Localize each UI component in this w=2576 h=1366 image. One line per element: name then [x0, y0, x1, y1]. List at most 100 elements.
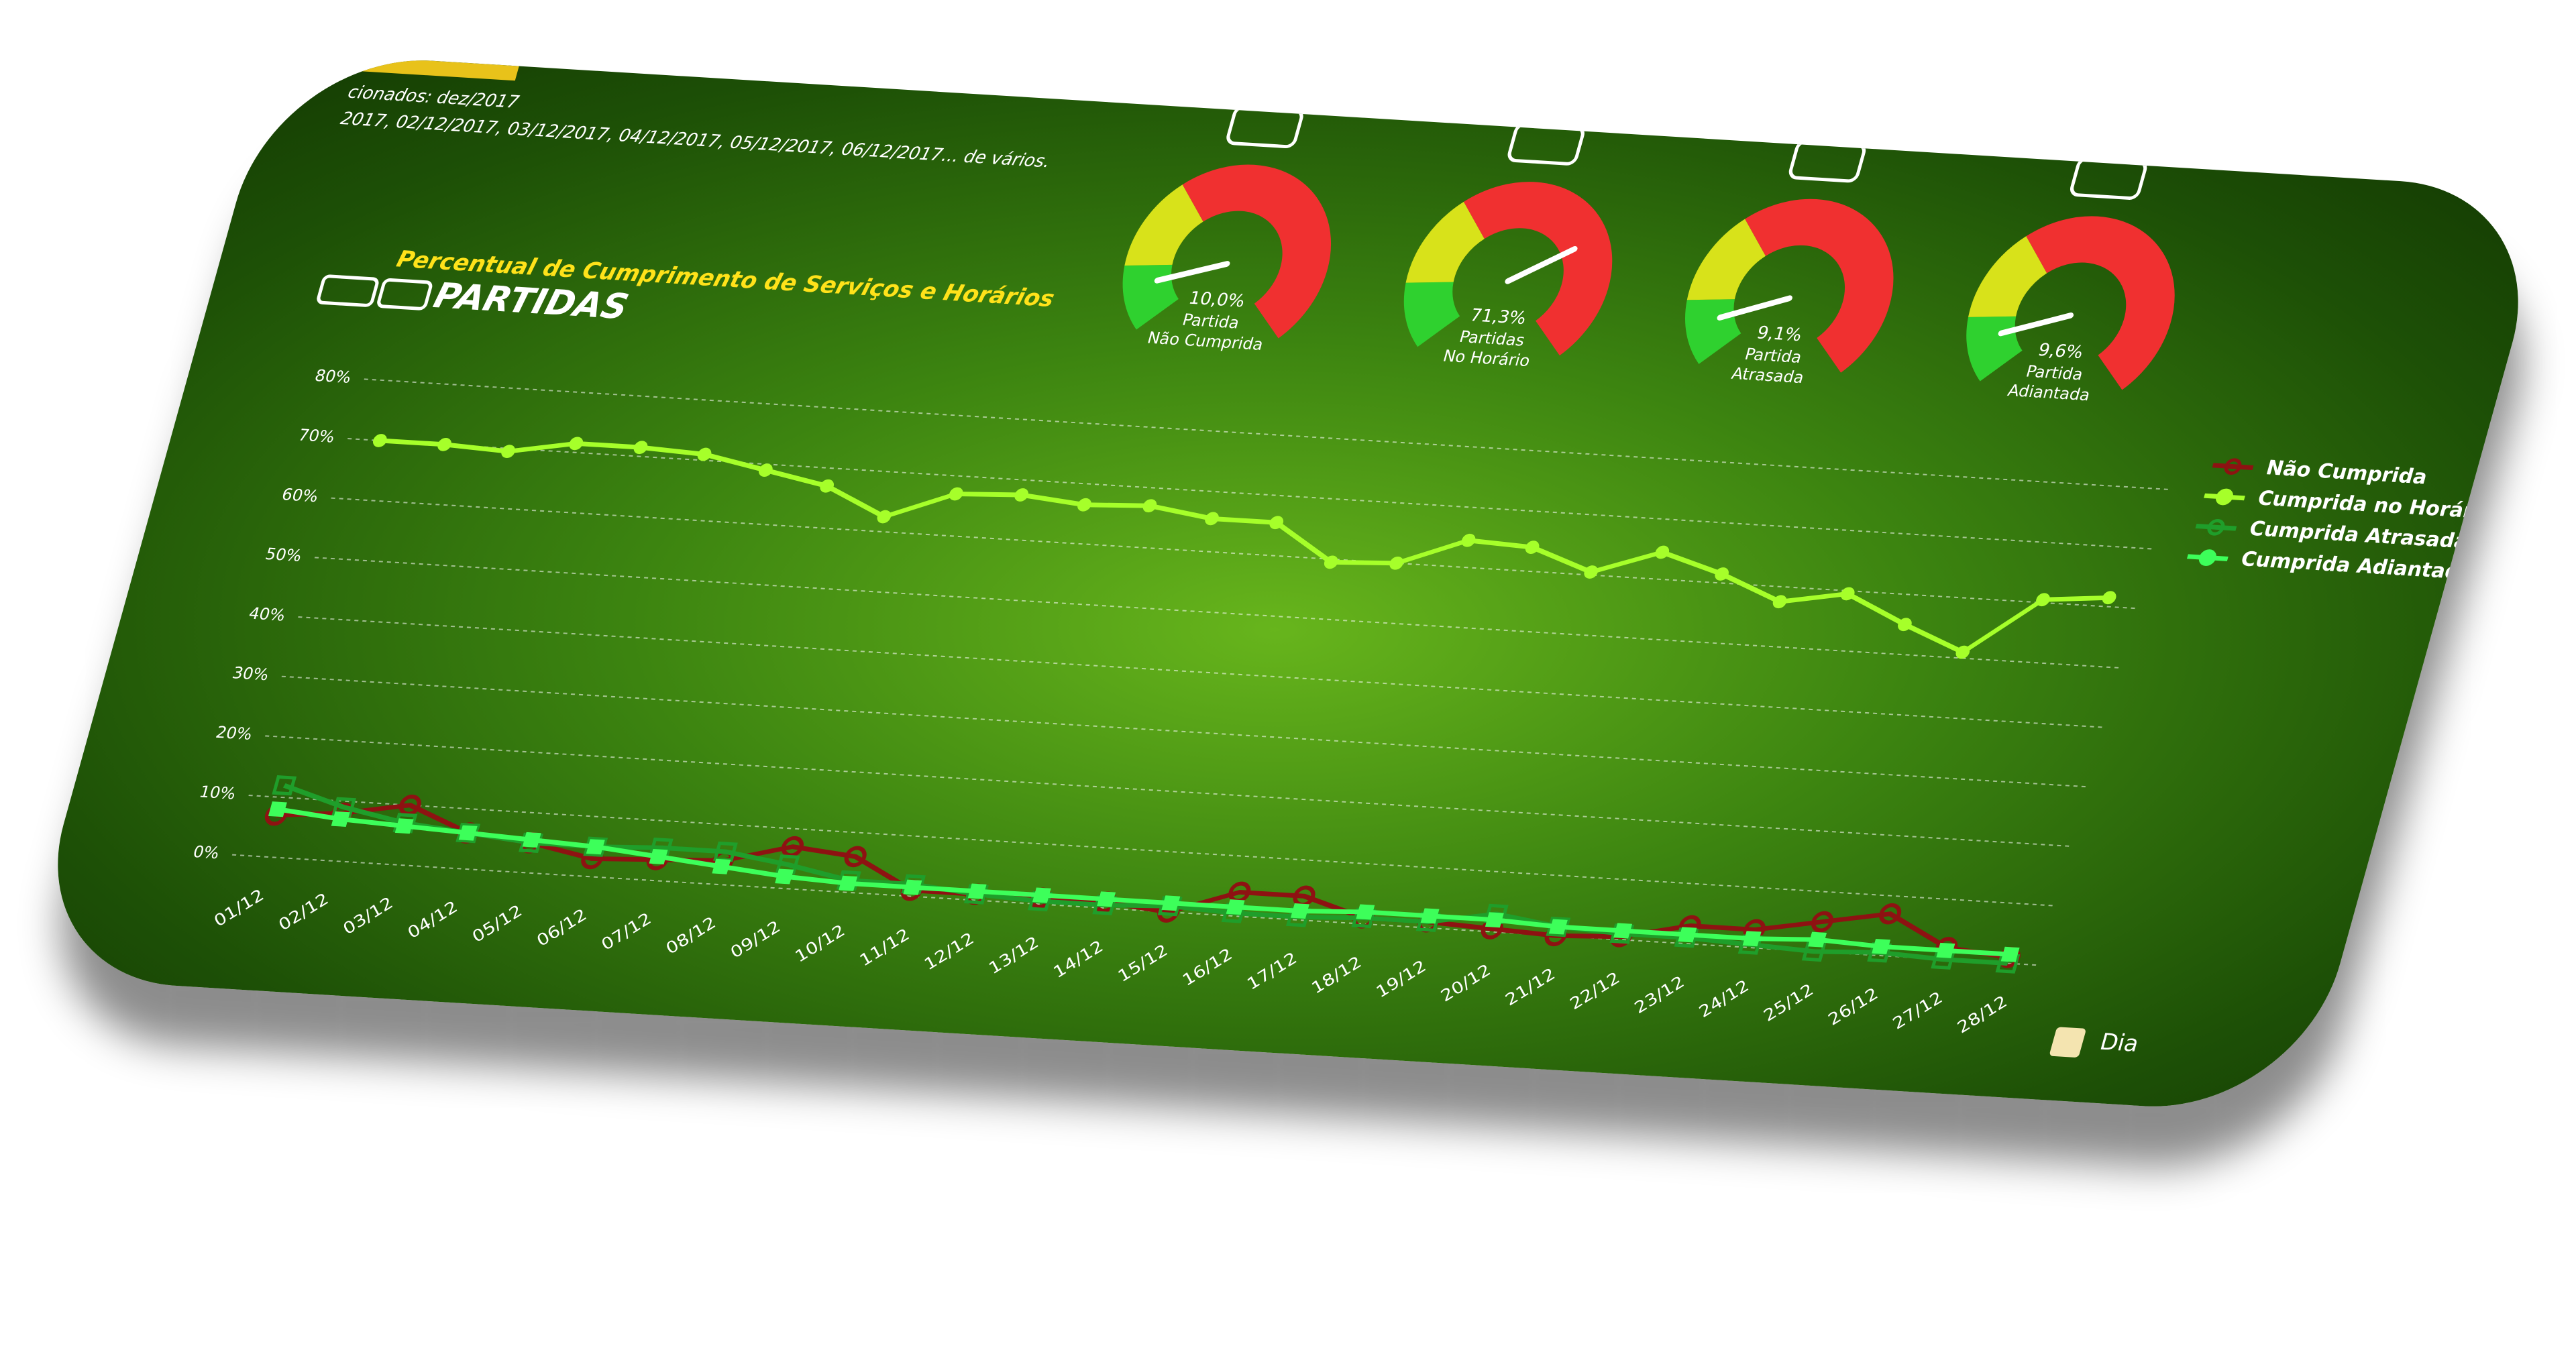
marker	[1715, 567, 1729, 581]
marker	[272, 775, 297, 796]
gauge-band	[1745, 198, 1894, 373]
grid-line	[231, 854, 2041, 966]
marker	[1879, 903, 1902, 925]
legend-swatch	[2195, 524, 2237, 531]
x-tick-label: 13/12	[986, 933, 1042, 978]
marker	[1014, 488, 1029, 502]
bus-icon	[1788, 139, 1866, 183]
legend-marker	[2224, 458, 2242, 475]
marker	[1772, 595, 1787, 609]
marker	[1290, 903, 1309, 919]
gauge-band	[1403, 281, 1460, 347]
marker	[1742, 931, 1762, 947]
x-tick-label: 09/12	[728, 917, 784, 962]
x-tick-label: 15/12	[1115, 941, 1171, 986]
legend-swatch	[2212, 463, 2254, 470]
marker	[1584, 565, 1599, 579]
series-line	[276, 807, 2011, 957]
y-tick-label: 80%	[313, 365, 354, 387]
x-axis-label: Dia	[2097, 1029, 2142, 1057]
gauge-band	[1966, 315, 2023, 382]
x-tick-label: 10/12	[792, 921, 848, 966]
gauge-needle	[1505, 245, 1578, 284]
marker	[697, 447, 712, 461]
gauge-band	[1405, 201, 1485, 283]
x-tick-label: 26/12	[1825, 984, 1881, 1029]
marker	[1420, 908, 1440, 924]
legend-marker	[2216, 488, 2233, 506]
filter-text: cionados: dez/2017	[345, 82, 521, 113]
dashboard: cionados: dez/2017 2017, 02/12/2017, 03/…	[191, 56, 2497, 1058]
y-tick-label: 70%	[297, 425, 337, 447]
marker	[1161, 895, 1181, 911]
gauge-label: Partidas	[1457, 327, 1527, 349]
gauge-needle	[1998, 312, 2074, 337]
marker	[268, 801, 287, 817]
marker	[1077, 498, 1091, 512]
marker	[2036, 593, 2050, 607]
marker	[458, 825, 478, 841]
series-line	[379, 438, 2110, 655]
grid-line	[364, 378, 2173, 491]
marker	[1205, 512, 1219, 526]
y-tick-label: 30%	[230, 663, 271, 685]
gauge-label: No Horário	[1441, 346, 1532, 370]
gauge-label: Partida	[2024, 361, 2086, 384]
marker	[712, 858, 731, 874]
grid-line	[281, 675, 2090, 788]
x-tick-label: 07/12	[598, 909, 654, 954]
marker	[501, 445, 515, 459]
y-tick-label: 0%	[191, 842, 222, 863]
legend-label: Cumprida no Horário	[2255, 487, 2497, 524]
x-tick-label: 19/12	[1373, 957, 1429, 1002]
gauge-band	[1182, 164, 1332, 339]
marker	[1811, 911, 1834, 933]
marker	[372, 434, 387, 447]
x-tick-label: 25/12	[1761, 980, 1817, 1025]
gauge-value: 9,6%	[2036, 341, 2086, 363]
marker	[1955, 645, 1970, 659]
marker	[1808, 931, 1827, 948]
gauge-band	[2026, 216, 2175, 390]
grid-line	[347, 438, 2156, 550]
marker	[1936, 942, 1955, 958]
marker	[844, 846, 867, 868]
x-tick-label: 27/12	[1890, 988, 1945, 1033]
x-tick-label: 21/12	[1503, 964, 1558, 1009]
grid-line	[298, 616, 2106, 728]
y-tick-label: 50%	[263, 544, 304, 565]
marker	[839, 875, 858, 891]
marker	[1898, 618, 1912, 632]
gauge-label: Atrasada	[1729, 363, 1807, 387]
x-tick-label: 11/12	[857, 925, 912, 970]
marker	[1356, 904, 1375, 920]
marker	[903, 879, 922, 895]
marker	[649, 848, 668, 864]
gauge-needle	[1717, 295, 1792, 321]
dashboard-panel: cionados: dez/2017 2017, 02/12/2017, 03/…	[21, 51, 2555, 1116]
marker	[569, 437, 584, 451]
gauge-value: 10,0%	[1187, 288, 1248, 311]
gauge-band	[1686, 219, 1767, 300]
marker	[759, 463, 773, 477]
gauge-band	[1122, 264, 1179, 330]
marker	[1226, 899, 1245, 915]
gauge-label: Adiantada	[2006, 380, 2092, 404]
gauge-band	[1968, 236, 2048, 317]
marker	[1525, 540, 1540, 554]
marker	[1678, 927, 1697, 943]
marker	[586, 839, 605, 855]
x-tick-label: 20/12	[1438, 961, 1494, 1006]
x-tick-label: 14/12	[1051, 937, 1106, 982]
legend-label: Cumprida Adiantada	[2238, 548, 2476, 585]
marker	[394, 818, 414, 834]
legend-label: Não Cumprida	[2263, 457, 2430, 490]
marker	[1324, 555, 1338, 569]
legend-marker	[2207, 518, 2225, 536]
marker	[1872, 938, 1891, 954]
gauge-label: Partida	[1180, 310, 1242, 332]
marker	[1389, 556, 1404, 570]
legend-label: Cumprida Atrasada	[2247, 517, 2471, 553]
marker	[522, 832, 541, 848]
